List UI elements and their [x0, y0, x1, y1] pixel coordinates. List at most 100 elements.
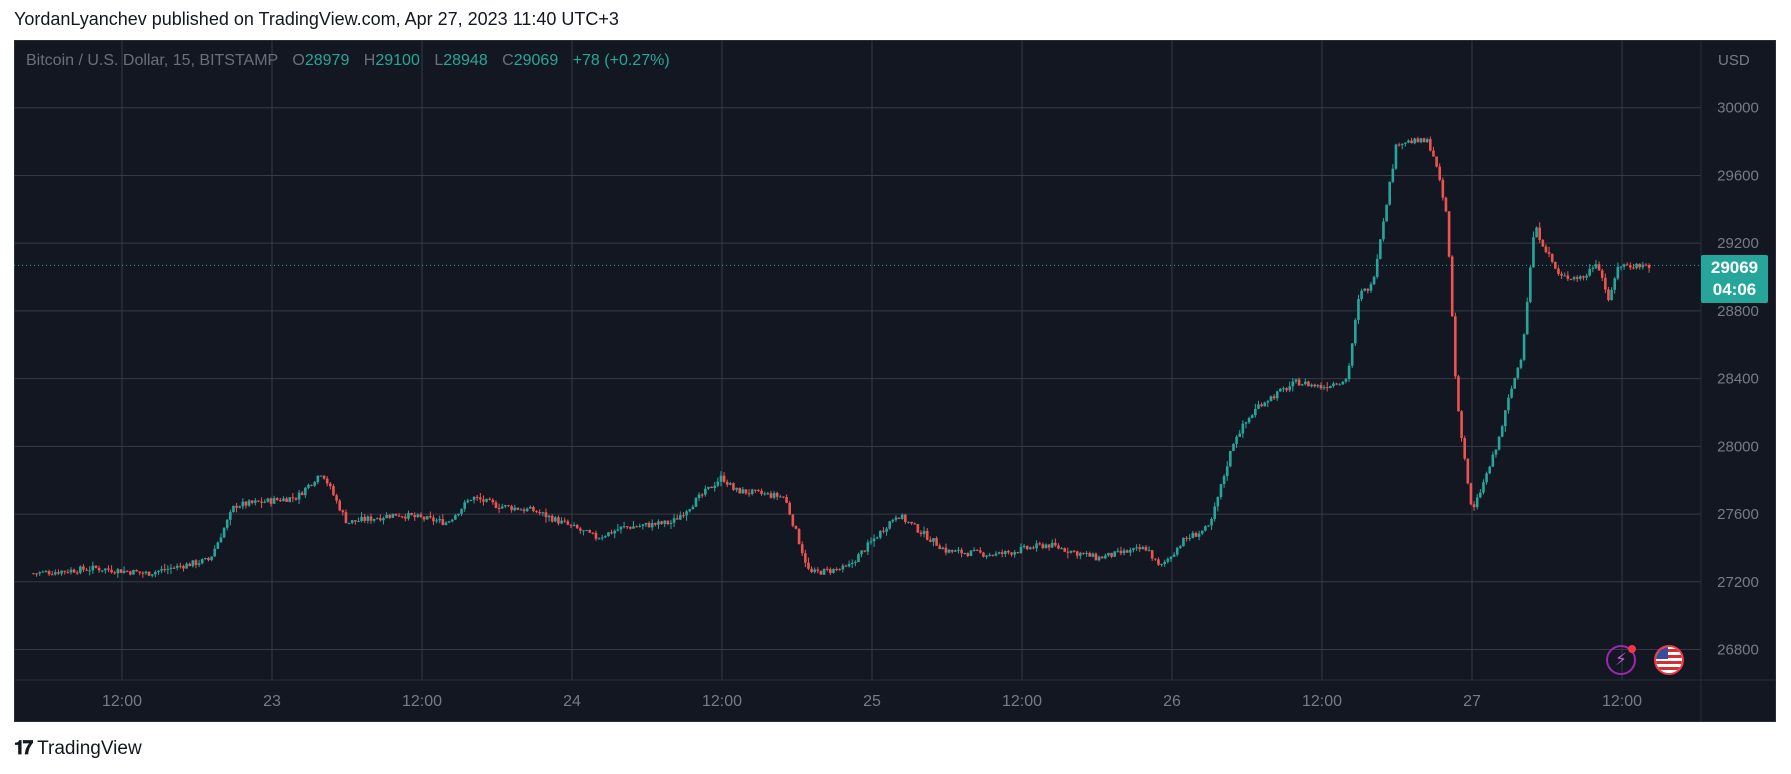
- change-value: +78 (+0.27%): [572, 52, 670, 69]
- candle-body: [307, 484, 310, 488]
- candle-body: [863, 550, 867, 552]
- candle-body: [119, 569, 123, 573]
- candle-body: [650, 522, 654, 528]
- candle-body: [432, 517, 435, 522]
- candle-body: [922, 530, 926, 535]
- candle-body: [804, 553, 807, 563]
- candle-body: [938, 545, 942, 550]
- candle-body: [982, 552, 985, 557]
- candle-body: [272, 498, 276, 504]
- candle-body: [797, 528, 801, 545]
- close-label: C: [502, 52, 514, 69]
- candle-body: [1044, 544, 1048, 549]
- candle-body: [544, 512, 548, 518]
- high-label: H: [363, 52, 376, 69]
- candle-body: [635, 526, 638, 528]
- candle-body: [729, 483, 732, 485]
- candle-body: [1488, 466, 1492, 474]
- lightning-icon[interactable]: ⚡: [1606, 645, 1636, 675]
- candle-body: [313, 482, 317, 486]
- candle-body: [1494, 449, 1498, 455]
- candle-body: [1635, 263, 1638, 269]
- tradingview-mark-icon: 𝟏𝟕: [14, 738, 33, 759]
- candle-body: [1594, 264, 1598, 268]
- candle-body: [941, 547, 945, 550]
- candle-body: [725, 481, 729, 485]
- tradingview-logo[interactable]: 𝟏𝟕 TradingView: [14, 738, 142, 760]
- candle-body: [963, 553, 967, 555]
- candle-body: [1229, 450, 1232, 467]
- chart-pane[interactable]: [14, 40, 1776, 722]
- candle-body: [735, 487, 738, 490]
- candle-body: [69, 569, 73, 573]
- candle-body: [1213, 506, 1217, 519]
- candle-body: [679, 515, 682, 520]
- candle-body: [1513, 377, 1517, 389]
- candle-body: [400, 516, 404, 518]
- candle-body: [335, 495, 338, 501]
- candle-body: [38, 572, 42, 574]
- candle-body: [1416, 138, 1420, 143]
- candle-body: [254, 500, 257, 503]
- candle-body: [800, 544, 804, 554]
- candle-body: [238, 506, 242, 508]
- candle-body: [435, 520, 438, 522]
- us-flag-icon[interactable]: [1654, 645, 1684, 675]
- candle-body: [1075, 551, 1079, 556]
- candle-body: [188, 563, 192, 567]
- candle-body: [744, 489, 748, 494]
- candle-body: [88, 570, 92, 572]
- candle-body: [619, 526, 623, 530]
- candle-body: [904, 514, 907, 523]
- candle-body: [663, 520, 667, 524]
- candle-body: [1319, 385, 1323, 389]
- candle-body: [1441, 179, 1445, 198]
- candle-body: [1538, 227, 1542, 241]
- candle-body: [1194, 532, 1198, 537]
- time-tick-label: 26: [1163, 693, 1181, 710]
- candle-body: [738, 487, 742, 494]
- price-tick-label: 28400: [1717, 371, 1759, 388]
- candle-body: [110, 569, 113, 573]
- candle-body: [894, 517, 898, 520]
- candle-body: [1600, 270, 1604, 278]
- candle-body: [1463, 438, 1467, 459]
- candle-body: [1116, 550, 1120, 552]
- candle-body: [960, 549, 963, 554]
- candle-body: [1060, 548, 1063, 550]
- candle-body: [529, 506, 532, 509]
- candle-body: [525, 508, 529, 512]
- candle-body: [1297, 379, 1301, 386]
- candle-body: [1375, 258, 1379, 277]
- candle-body: [932, 538, 935, 542]
- last-price-value: 29069: [1710, 258, 1759, 277]
- candle-body: [632, 526, 635, 529]
- candle-body: [244, 501, 248, 506]
- candle-body: [285, 498, 288, 502]
- candle-body: [1472, 504, 1476, 508]
- candle-body: [347, 522, 351, 524]
- candle-body: [1007, 550, 1010, 553]
- currency-label[interactable]: USD: [1718, 52, 1750, 69]
- candle-body: [1469, 483, 1473, 505]
- candle-body: [157, 570, 160, 572]
- candle-body: [210, 556, 213, 561]
- candle-body: [1557, 268, 1560, 274]
- candle-body: [772, 492, 776, 498]
- candle-body: [1547, 252, 1551, 254]
- candle-body: [782, 496, 785, 498]
- candle-body: [747, 493, 751, 495]
- candle-body: [122, 570, 126, 573]
- candle-body: [266, 498, 270, 502]
- time-tick-label: 24: [563, 693, 581, 710]
- candle-body: [316, 475, 320, 483]
- candles: [32, 136, 1651, 578]
- candle-body: [1444, 197, 1448, 212]
- candle-body: [832, 568, 835, 574]
- candle-body: [1057, 545, 1060, 549]
- candle-body: [1357, 298, 1360, 321]
- candle-body: [207, 558, 210, 561]
- candle-body: [250, 500, 254, 503]
- candle-body: [497, 507, 501, 509]
